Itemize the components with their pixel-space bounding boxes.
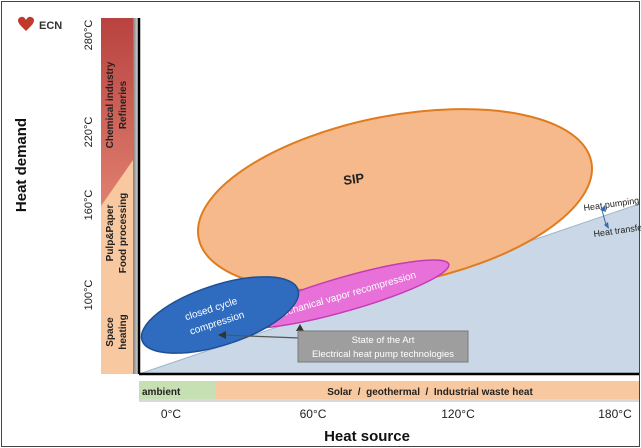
y-tick-160: 160°C bbox=[83, 190, 95, 221]
arrowhead-icon bbox=[296, 324, 304, 331]
callout-arrow-closed bbox=[221, 334, 301, 339]
pumping-transfer-arrow bbox=[601, 209, 607, 226]
y-tick-220: 220°C bbox=[83, 117, 95, 148]
y-tick-280: 280°C bbox=[83, 20, 95, 51]
arrowhead-icon bbox=[218, 331, 226, 339]
sip-label: SIP bbox=[342, 170, 365, 188]
sector-pulp-line1: Pulp&Paper bbox=[105, 205, 116, 262]
sector-space-line2: heating bbox=[118, 314, 129, 350]
x-tick-60: 60°C bbox=[300, 407, 327, 421]
x-tick-0: 0°C bbox=[161, 407, 181, 421]
arrowhead-down-icon bbox=[604, 222, 609, 229]
y-axis-title: Heat demand bbox=[13, 118, 30, 212]
callout-line2: Electrical heat pump technologies bbox=[312, 349, 454, 360]
x-axis-title: Heat source bbox=[324, 428, 410, 445]
callout-box bbox=[297, 330, 469, 363]
source-bar-shadow bbox=[139, 399, 639, 402]
heat-source-bar: ambient Solar / geothermal / Industrial … bbox=[139, 381, 639, 402]
sector-chemical-line2: Refineries bbox=[118, 80, 129, 129]
sector-chemical-line1: Chemical industry bbox=[105, 61, 116, 148]
callout-line1: State of the Art bbox=[352, 335, 415, 346]
x-tick-180: 180°C bbox=[598, 407, 632, 421]
source-bar-base bbox=[139, 381, 639, 401]
ecn-logo: ECN bbox=[18, 16, 62, 32]
sector-pulp-line2: Food processing bbox=[118, 193, 129, 274]
sector-bar-shadow bbox=[133, 18, 139, 374]
sector-space-line1: Space bbox=[105, 317, 116, 347]
source-others-label: Solar / geothermal / Industrial waste he… bbox=[327, 387, 533, 398]
x-tick-120: 120°C bbox=[441, 407, 475, 421]
y-tick-100: 100°C bbox=[83, 280, 95, 311]
logo-mark-icon bbox=[18, 16, 34, 31]
arrowhead-up-icon bbox=[600, 205, 606, 212]
closed-cycle-region bbox=[140, 276, 300, 354]
source-ambient-zone bbox=[139, 381, 215, 401]
logo-text: ECN bbox=[39, 20, 62, 32]
demand-sector-bar: Chemical industry Refineries Pulp&Paper … bbox=[101, 18, 139, 374]
sector-bar-red-zone bbox=[101, 18, 133, 206]
source-ambient-label: ambient bbox=[142, 387, 181, 398]
